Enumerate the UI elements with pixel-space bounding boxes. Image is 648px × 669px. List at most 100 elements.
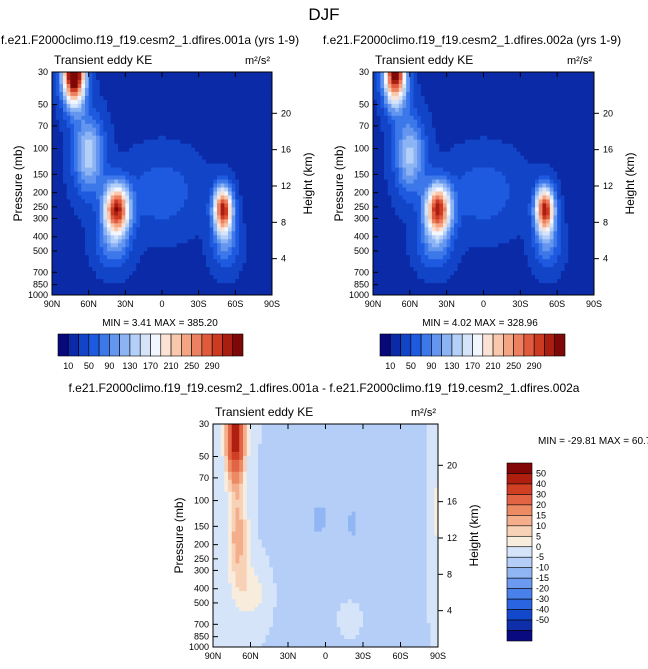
contour-cell xyxy=(77,235,82,240)
contour-cell xyxy=(114,155,119,161)
contour-cell xyxy=(235,139,240,145)
contour-cell xyxy=(169,243,174,248)
contour-cell xyxy=(209,155,214,161)
contour-cell xyxy=(92,72,97,77)
contour-cell xyxy=(224,267,229,272)
contour-cell xyxy=(242,259,247,264)
contour-cell xyxy=(431,259,437,264)
contour-cell xyxy=(235,179,240,184)
contour-cell xyxy=(118,179,123,184)
contour-cell xyxy=(431,83,437,89)
contour-cell xyxy=(129,91,134,97)
contour-cell xyxy=(239,79,244,85)
contour-cell xyxy=(431,123,437,129)
contour-cell xyxy=(268,151,273,157)
contour-cell xyxy=(121,119,126,125)
contour-cell xyxy=(406,247,411,252)
contour-cell xyxy=(154,143,159,149)
contour-cell xyxy=(231,83,236,89)
contour-cell xyxy=(110,215,115,220)
contour-cell xyxy=(85,95,90,101)
contour-cell xyxy=(268,159,273,164)
contour-cell xyxy=(70,175,75,180)
contour-cell xyxy=(387,183,392,188)
contour-cell xyxy=(107,199,112,204)
contour-cell xyxy=(220,203,225,208)
y-axis-label: Pressure (mb) xyxy=(11,145,25,221)
contour-cell xyxy=(217,231,222,236)
contour-cell xyxy=(461,223,466,228)
contour-cell xyxy=(465,227,470,232)
contour-cell xyxy=(198,119,203,125)
contour-cell xyxy=(103,251,108,256)
contour-cell xyxy=(66,263,71,268)
contour-cell xyxy=(376,279,381,284)
contour-cell xyxy=(457,107,462,113)
contour-cell xyxy=(246,231,251,236)
contour-cell xyxy=(428,107,433,113)
contour-cell xyxy=(125,83,130,89)
contour-cell xyxy=(417,227,422,232)
contour-cell xyxy=(395,155,400,161)
contour-cell xyxy=(228,235,233,240)
contour-cell xyxy=(55,251,60,256)
contour-cell xyxy=(250,219,255,224)
contour-cell xyxy=(147,167,152,172)
contour-cell xyxy=(420,283,425,288)
contour-cell xyxy=(114,103,119,109)
contour-cell xyxy=(409,279,414,284)
contour-cell xyxy=(103,107,108,113)
contour-cell xyxy=(59,103,64,109)
contour-cell xyxy=(162,111,167,117)
contour-cell xyxy=(457,79,462,85)
contour-cell xyxy=(239,287,244,292)
contour-cell xyxy=(195,99,200,105)
contour-cell xyxy=(257,231,262,236)
contour-cell xyxy=(250,99,255,105)
contour-cell xyxy=(213,195,218,200)
contour-cell xyxy=(63,203,68,208)
contour-cell xyxy=(103,219,108,224)
contour-cell xyxy=(55,103,60,109)
contour-cell xyxy=(224,227,229,232)
contour-cell xyxy=(468,227,473,232)
contour-cell xyxy=(118,211,123,216)
contour-cell xyxy=(191,247,196,252)
contour-cell xyxy=(450,223,455,228)
contour-cell xyxy=(391,131,396,137)
contour-cell xyxy=(380,119,385,125)
contour-cell xyxy=(158,203,163,208)
contour-cell xyxy=(143,131,148,137)
contour-cell xyxy=(195,211,200,216)
contour-cell xyxy=(52,179,57,184)
contour-cell xyxy=(74,79,79,85)
contour-cell xyxy=(99,91,104,97)
contour-cell xyxy=(213,123,218,129)
contour-cell xyxy=(158,223,163,228)
contour-cell xyxy=(209,139,214,145)
contour-cell xyxy=(264,271,269,276)
contour-cell xyxy=(428,131,433,137)
contour-cell xyxy=(70,115,75,121)
contour-cell xyxy=(398,171,403,176)
contour-cell xyxy=(151,175,156,180)
contour-cell xyxy=(125,195,130,200)
contour-cell xyxy=(472,175,477,180)
contour-cell xyxy=(103,291,108,296)
contour-cell xyxy=(217,199,222,204)
contour-cell xyxy=(417,127,422,133)
contour-cell xyxy=(468,259,473,264)
contour-cell xyxy=(184,219,189,224)
contour-cell xyxy=(154,135,159,141)
contour-cell xyxy=(187,219,192,224)
contour-cell xyxy=(242,179,247,184)
contour-cell xyxy=(125,103,130,109)
contour-cell xyxy=(439,155,444,161)
contour-cell xyxy=(195,167,200,172)
contour-cell xyxy=(439,171,444,176)
contour-cell xyxy=(129,115,134,121)
contour-cell xyxy=(191,91,196,97)
contour-cell xyxy=(224,271,229,276)
contour-cell xyxy=(261,247,266,252)
contour-cell xyxy=(442,171,448,176)
